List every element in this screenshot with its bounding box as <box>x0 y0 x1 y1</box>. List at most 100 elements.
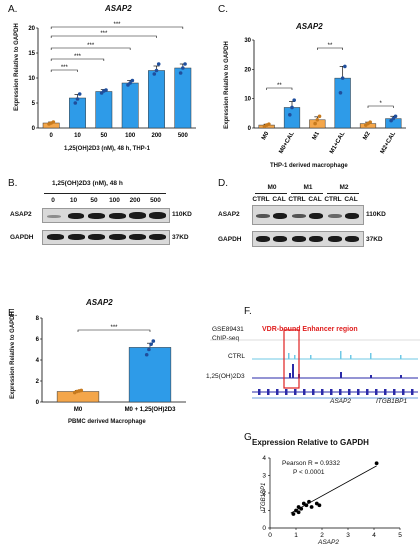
panel-c-title: ASAP2 <box>296 22 323 31</box>
data-point <box>307 499 311 504</box>
x-tick-label: 100 <box>125 133 136 139</box>
band <box>328 236 342 242</box>
significance-bracket <box>50 69 78 72</box>
band <box>68 213 84 219</box>
band <box>345 213 359 219</box>
x-tick-label: 1 <box>294 532 298 539</box>
x-tick-label: M0 <box>74 407 83 413</box>
data-point <box>343 64 347 69</box>
exon <box>402 389 405 395</box>
panel-f-track-vd: 1,25(OH)2D3 <box>206 373 245 380</box>
x-tick-label: 3 <box>346 532 350 539</box>
data-point <box>288 113 292 117</box>
x-tick-label: 50 <box>100 133 107 139</box>
band <box>149 234 166 240</box>
panel-a-letter: A. <box>8 4 18 15</box>
bar <box>174 67 192 129</box>
data-point <box>267 122 271 126</box>
data-point <box>296 510 301 515</box>
panel-d-group-bracket <box>327 193 359 194</box>
panel-g-chart: 0 1 2 3 4 5 0 1 2 3 4 <box>262 455 402 539</box>
exon <box>366 389 369 395</box>
y-tick-label: 4 <box>36 358 40 364</box>
data-point <box>317 503 322 508</box>
x-tick-label: M2 <box>362 130 372 141</box>
band <box>273 236 287 242</box>
panel-d-group-bracket <box>291 193 323 194</box>
panel-f-gene-asap2: ASAP2 <box>330 398 351 405</box>
band <box>109 234 126 240</box>
significance-label: ** <box>328 43 333 49</box>
band <box>309 236 323 242</box>
panel-d-lane-label: CAL <box>344 196 358 203</box>
data-point <box>181 66 185 70</box>
bar <box>95 91 113 129</box>
significance-label: *** <box>110 325 118 331</box>
panel-d-size-37: 37KD <box>366 236 383 243</box>
panel-g-stat-r: Pearson R = 0.9332 <box>282 460 340 467</box>
panel-d-lane-label: CTRL <box>324 196 342 203</box>
bar <box>121 82 139 129</box>
y-tick-label: 10 <box>28 76 35 82</box>
y-tick-label: 30 <box>244 38 251 44</box>
data-point <box>51 120 56 124</box>
data-point <box>368 120 372 124</box>
panel-f-dataset: GSE89431 <box>212 326 244 333</box>
y-tick-label: 3 <box>262 473 266 480</box>
data-point <box>79 388 84 393</box>
exon <box>294 389 297 395</box>
y-tick-label: 5 <box>32 101 36 107</box>
data-point <box>178 71 183 75</box>
significance-label: * <box>379 101 382 107</box>
panel-f-gene-itgb1bp1: ITGB1BP1 <box>376 398 408 405</box>
band <box>309 213 323 219</box>
panel-g-letter: G. <box>244 432 255 443</box>
panel-f-letter: F. <box>244 306 252 317</box>
x-tick-label: M0+CAL <box>278 131 295 155</box>
significance-bracket <box>77 329 151 332</box>
band <box>292 214 306 218</box>
panel-b-size-110: 110KD <box>172 211 192 218</box>
panel-b-lane-label: 500 <box>150 197 161 204</box>
panel-f-highlight: VDR-bound Enhancer region <box>262 326 358 333</box>
band <box>328 214 342 218</box>
data-point <box>317 114 322 119</box>
panel-c-letter: C. <box>218 4 228 15</box>
significance-bracket <box>266 87 293 90</box>
band <box>256 214 270 218</box>
y-tick-label: 2 <box>262 490 266 497</box>
vd-peak <box>370 375 372 378</box>
panel-f-tracks <box>210 329 420 399</box>
band <box>345 236 359 242</box>
vd-peak <box>292 364 294 378</box>
bar <box>56 391 100 403</box>
exon <box>312 389 315 395</box>
panel-b-lane-label: 100 <box>109 197 120 204</box>
x-tick-label: M1+CAL <box>329 131 346 155</box>
panel-d-lane-label: CAL <box>272 196 286 203</box>
data-point <box>147 347 151 352</box>
y-tick-label: 0 <box>262 525 266 532</box>
x-tick-label: M2+CAL <box>380 131 397 155</box>
y-tick-label: 0 <box>36 400 40 406</box>
panel-g-title-text: Expression Relative to GAPDH <box>252 438 369 447</box>
panel-b-treatment: 1,25(OH)2D3 (nM), 48 h <box>52 180 123 187</box>
ctrl-peak <box>310 355 312 359</box>
panel-d-row-gapdh: GAPDH <box>218 236 242 243</box>
data-point <box>154 68 159 73</box>
panel-b-lane-label: 10 <box>69 197 78 204</box>
data-point <box>149 342 153 347</box>
band <box>256 236 270 242</box>
panel-d-row-asap2: ASAP2 <box>218 211 240 218</box>
y-tick-label: 4 <box>262 455 266 462</box>
panel-a-title: ASAP2 <box>105 4 132 13</box>
band <box>88 213 105 219</box>
panel-f-assay: ChIP-seq <box>212 335 240 342</box>
significance-bracket <box>50 47 131 50</box>
exon <box>384 389 387 395</box>
panel-b-size-37: 37KD <box>172 234 189 241</box>
vd-peak <box>289 373 291 378</box>
significance-bracket <box>367 105 394 108</box>
band <box>129 234 146 240</box>
